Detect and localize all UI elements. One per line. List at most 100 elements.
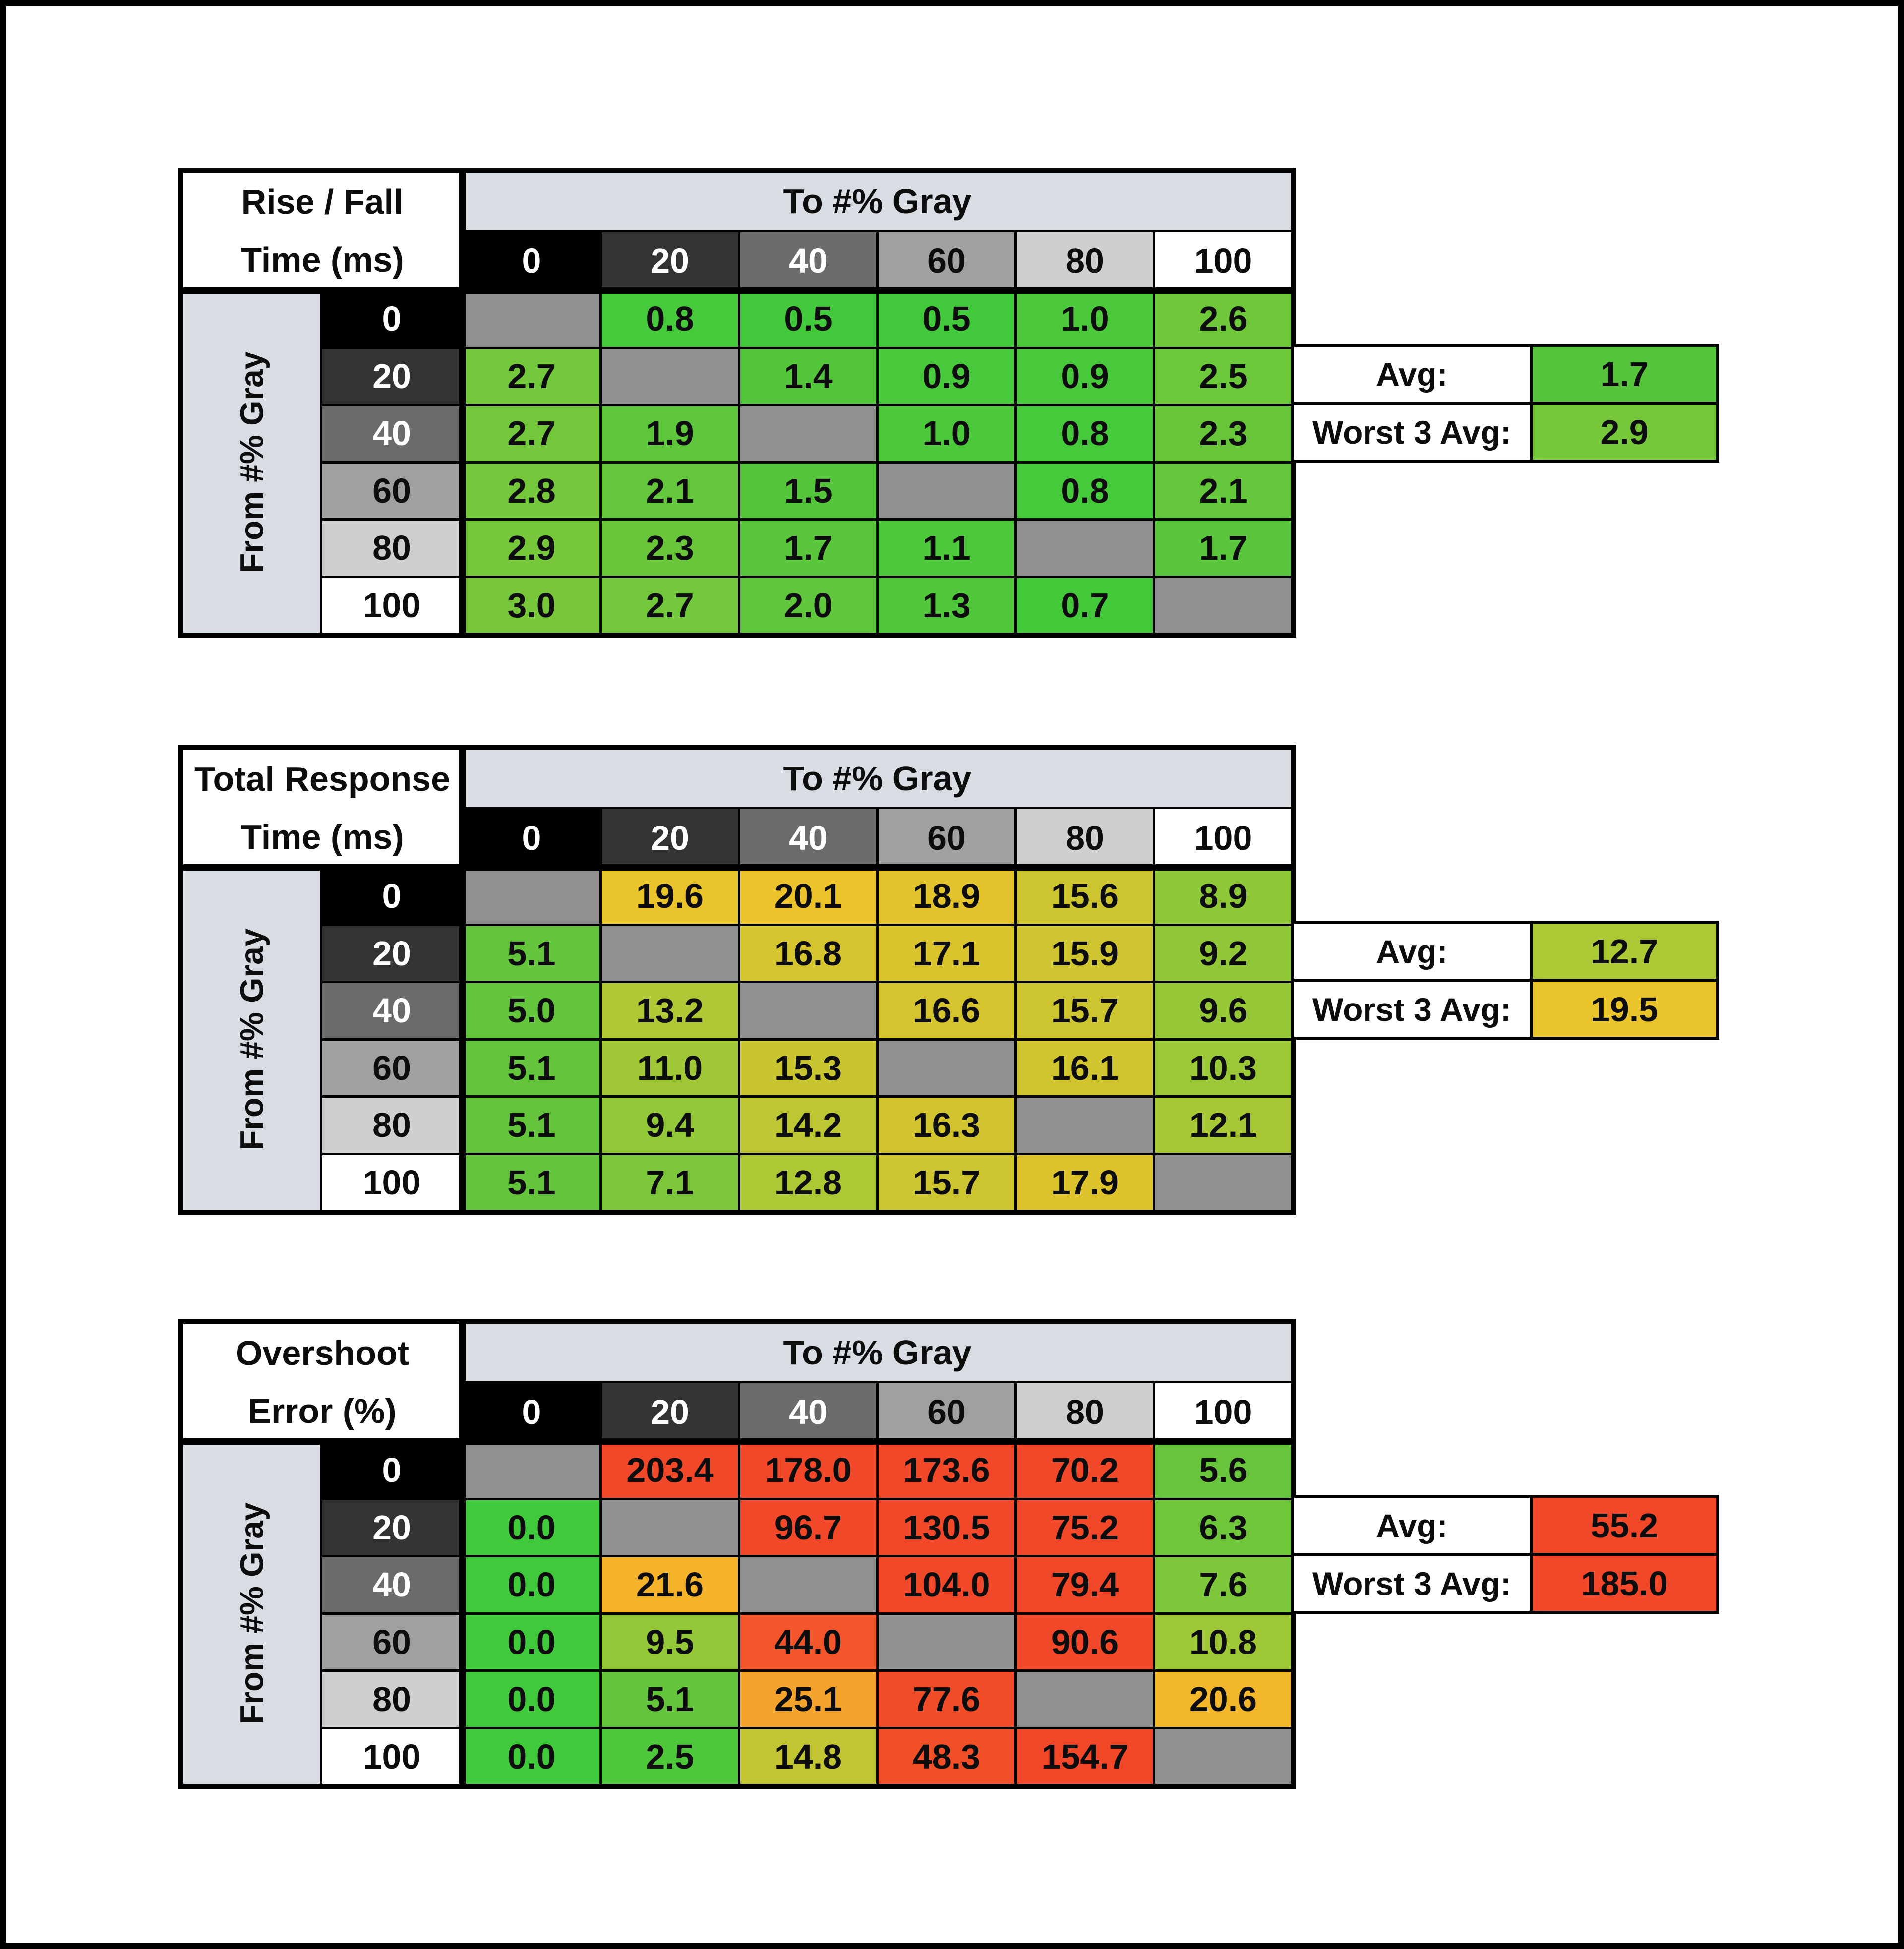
data-cell: 15.6	[1017, 869, 1153, 924]
row-header-0: 0	[322, 1443, 461, 1498]
diagonal-cell	[464, 869, 599, 924]
data-cell: 5.1	[464, 926, 599, 981]
data-cell: 5.0	[464, 983, 599, 1038]
row-header-80: 80	[322, 521, 461, 576]
data-cell: 2.7	[464, 349, 599, 404]
col-header-40: 40	[740, 1383, 876, 1440]
col-header-40: 40	[740, 232, 876, 289]
data-cell: 0.9	[1017, 349, 1153, 404]
row-header-60: 60	[322, 463, 461, 518]
overshoot-error-table: Overshoot Error (%) To #% Gray 0 20 40 60 80 100…	[178, 1319, 1296, 1789]
data-cell: 20.1	[740, 869, 876, 924]
worst3-avg-label: Worst 3 Avg:	[1294, 405, 1530, 460]
data-cell: 0.8	[1017, 406, 1153, 461]
data-cell: 9.2	[1155, 926, 1291, 981]
worst3-avg-label: Worst 3 Avg:	[1294, 1556, 1530, 1611]
data-cell: 0.0	[464, 1672, 599, 1727]
data-cell: 77.6	[879, 1672, 1014, 1727]
data-cell: 70.2	[1017, 1443, 1153, 1498]
data-cell: 0.0	[464, 1500, 599, 1555]
data-cell: 12.8	[740, 1155, 876, 1210]
col-header-80: 80	[1017, 1383, 1153, 1440]
data-cell: 1.5	[740, 463, 876, 518]
row-header-40: 40	[322, 983, 461, 1038]
worst3-avg-value-cell: 19.5	[1533, 982, 1716, 1037]
data-cell: 21.6	[602, 1557, 738, 1612]
data-cell: 6.3	[1155, 1500, 1291, 1555]
row-header-80: 80	[322, 1672, 461, 1727]
diagonal-cell	[740, 406, 876, 461]
data-cell: 48.3	[879, 1729, 1014, 1784]
col-header-0: 0	[464, 232, 599, 289]
col-header-100: 100	[1155, 809, 1291, 866]
total-response-time-title: Total Response Time (ms)	[183, 750, 461, 866]
data-cell: 11.0	[602, 1040, 738, 1095]
avg-value-cell: 55.2	[1533, 1498, 1716, 1553]
diagonal-cell	[1017, 1098, 1153, 1153]
overshoot-error-title: Overshoot Error (%)	[183, 1324, 461, 1440]
data-cell: 19.6	[602, 869, 738, 924]
data-cell: 1.9	[602, 406, 738, 461]
from-gray-sidebar-label: From #% Gray	[183, 1443, 320, 1784]
data-cell: 16.8	[740, 926, 876, 981]
row-header-0: 0	[322, 869, 461, 924]
data-cell: 0.0	[464, 1557, 599, 1612]
worst3-avg-label: Worst 3 Avg:	[1294, 982, 1530, 1037]
data-cell: 2.9	[464, 521, 599, 576]
data-cell: 14.8	[740, 1729, 876, 1784]
data-cell: 17.1	[879, 926, 1014, 981]
data-cell: 12.1	[1155, 1098, 1291, 1153]
data-cell: 2.7	[464, 406, 599, 461]
from-gray-sidebar-label: From #% Gray	[183, 292, 320, 633]
col-header-60: 60	[879, 232, 1014, 289]
diagonal-cell	[602, 349, 738, 404]
diagonal-cell	[1155, 1729, 1291, 1784]
data-cell: 2.1	[1155, 463, 1291, 518]
to-gray-band-label: To #% Gray	[464, 750, 1291, 807]
avg-label: Avg:	[1294, 1498, 1530, 1553]
data-cell: 9.4	[602, 1098, 738, 1153]
diagonal-cell	[740, 1557, 876, 1612]
data-cell: 5.1	[602, 1672, 738, 1727]
header-row-divider	[183, 1438, 1291, 1445]
to-gray-band-label: To #% Gray	[464, 1324, 1291, 1381]
avg-value-cell: 1.7	[1533, 347, 1716, 402]
data-cell: 8.9	[1155, 869, 1291, 924]
data-cell: 17.9	[1017, 1155, 1153, 1210]
data-cell: 0.9	[879, 349, 1014, 404]
data-cell: 90.6	[1017, 1614, 1153, 1669]
col-header-0: 0	[464, 1383, 599, 1440]
avg-value-cell: 12.7	[1533, 924, 1716, 979]
table-title-line1: Total Response	[194, 759, 450, 798]
data-cell: 16.1	[1017, 1040, 1153, 1095]
data-cell: 10.3	[1155, 1040, 1291, 1095]
data-cell: 16.3	[879, 1098, 1014, 1153]
row-header-20: 20	[322, 926, 461, 981]
data-cell: 0.7	[1017, 578, 1153, 633]
diagonal-cell	[602, 926, 738, 981]
data-cell: 178.0	[740, 1443, 876, 1498]
data-cell: 15.3	[740, 1040, 876, 1095]
col-header-60: 60	[879, 1383, 1014, 1440]
data-cell: 15.9	[1017, 926, 1153, 981]
diagonal-cell	[879, 1614, 1014, 1669]
data-cell: 2.8	[464, 463, 599, 518]
data-cell: 1.1	[879, 521, 1014, 576]
data-cell: 18.9	[879, 869, 1014, 924]
data-cell: 2.7	[602, 578, 738, 633]
data-cell: 5.1	[464, 1155, 599, 1210]
diagonal-cell	[1017, 521, 1153, 576]
col-header-80: 80	[1017, 809, 1153, 866]
rise-fall-time-table: Rise / Fall Time (ms) To #% Gray 0 20 40 60 80 1…	[178, 168, 1296, 638]
diagonal-cell	[879, 1040, 1014, 1095]
table-title-line2: Error (%)	[248, 1392, 397, 1431]
col-header-0: 0	[464, 809, 599, 866]
data-cell: 14.2	[740, 1098, 876, 1153]
row-header-60: 60	[322, 1040, 461, 1095]
rise-fall-summary-box: Avg: 1.7 Worst 3 Avg: 2.9	[1291, 344, 1719, 463]
data-cell: 154.7	[1017, 1729, 1153, 1784]
overshoot-summary-box: Avg: 55.2 Worst 3 Avg: 185.0	[1291, 1495, 1719, 1614]
col-header-40: 40	[740, 809, 876, 866]
header-column-divider	[459, 173, 466, 633]
row-header-80: 80	[322, 1098, 461, 1153]
